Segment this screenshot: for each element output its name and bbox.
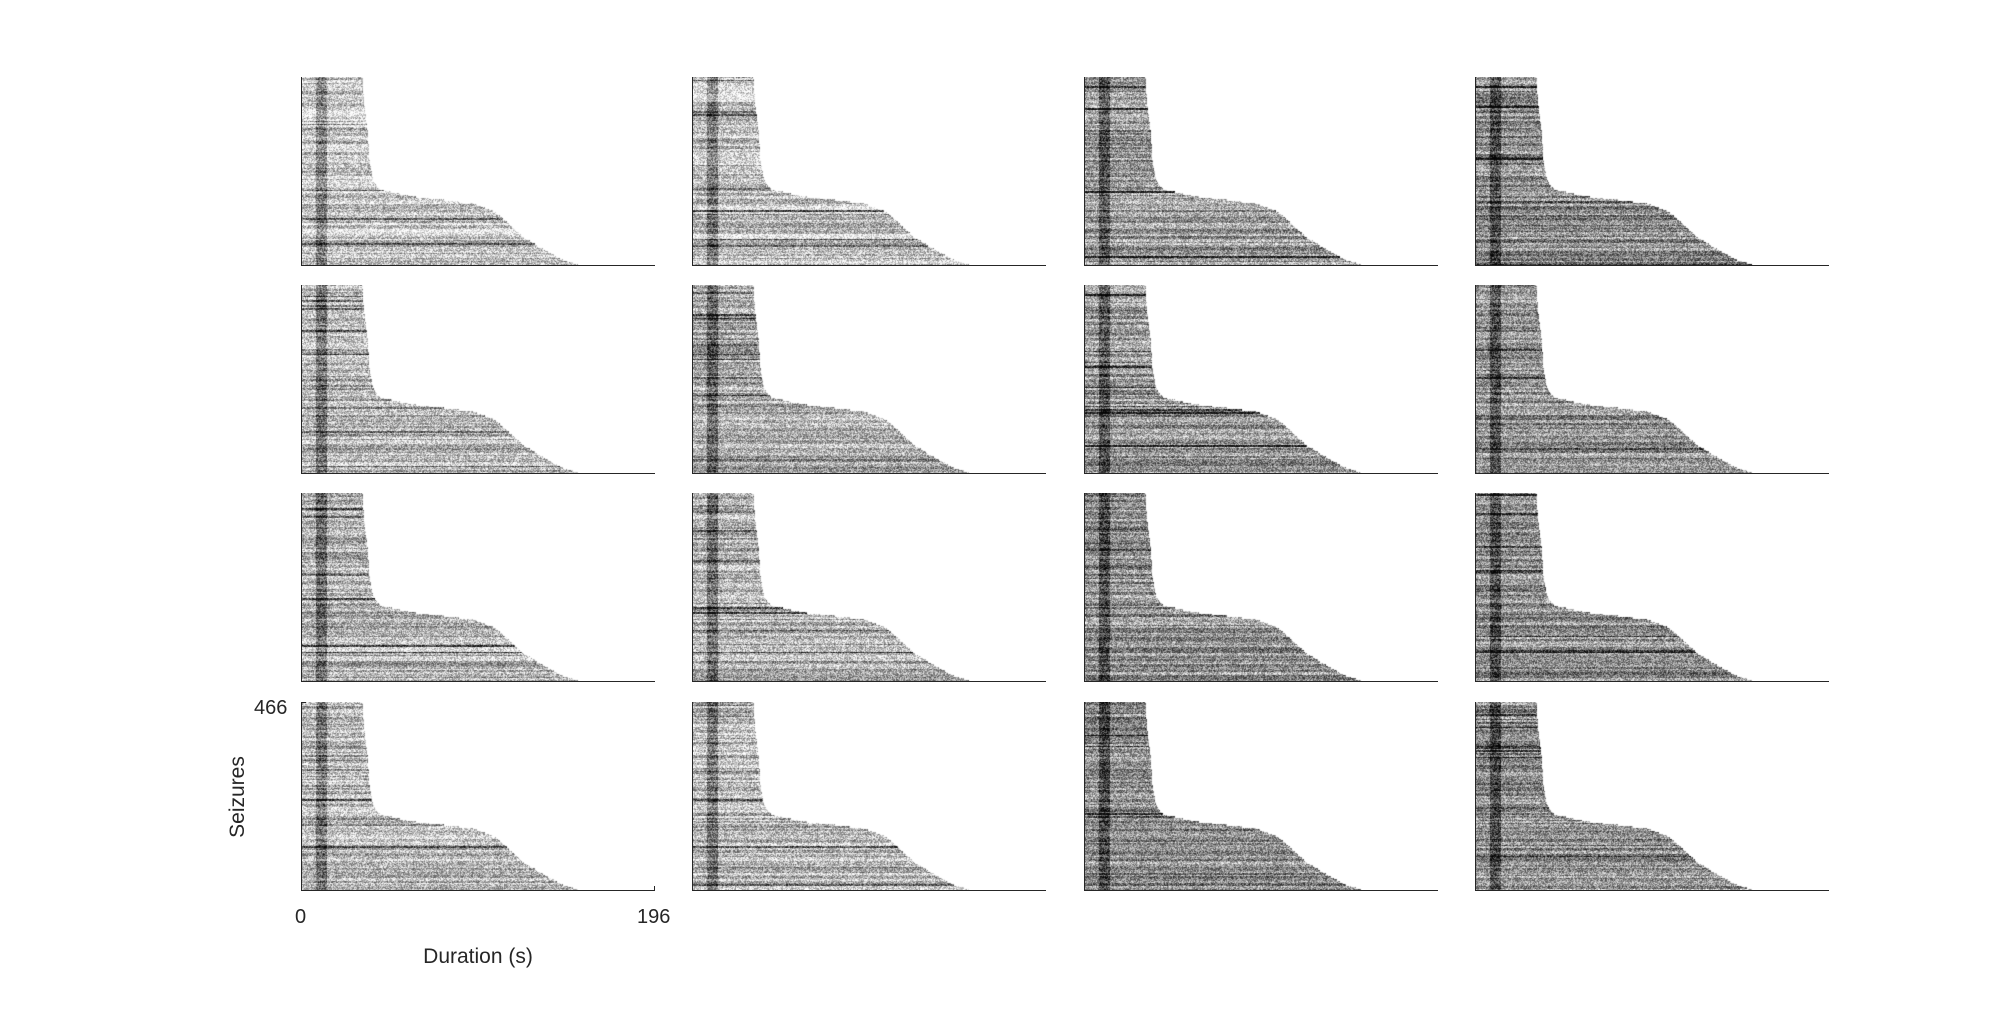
x-axis-line: [692, 890, 1046, 891]
y-axis-line: [301, 285, 302, 474]
y-axis-line: [1084, 702, 1085, 891]
x-axis-line: [1475, 473, 1829, 474]
y-axis-line: [1084, 493, 1085, 682]
y-axis-line: [1084, 77, 1085, 266]
heatmap-panel-r3-c3: [1084, 493, 1438, 682]
y-axis-line: [692, 493, 693, 682]
heatmap-image: [1084, 285, 1438, 474]
heatmap-panel-r1-c2: [692, 77, 1046, 266]
heatmap-panel-r3-c2: [692, 493, 1046, 682]
heatmap-image: [1084, 493, 1438, 682]
heatmap-image: [1475, 493, 1829, 682]
heatmap-panel-r4-c2: [692, 702, 1046, 891]
x-axis-line: [1084, 265, 1438, 266]
x-axis-line: [1084, 473, 1438, 474]
x-axis-label: Duration (s): [423, 945, 533, 968]
x-axis-line: [1084, 681, 1438, 682]
y-axis-line: [692, 702, 693, 891]
heatmap-image: [692, 493, 1046, 682]
y-axis-line: [692, 285, 693, 474]
heatmap-image: [301, 285, 655, 474]
x-tick-mark-196: [654, 886, 655, 891]
heatmap-panel-r4-c1: [301, 702, 655, 891]
x-axis-line: [301, 265, 655, 266]
y-axis-label: Seizures: [226, 756, 249, 838]
heatmap-image: [1084, 702, 1438, 891]
heatmap-panel-r2-c4: [1475, 285, 1829, 474]
x-axis-line: [301, 473, 655, 474]
heatmap-panel-r2-c2: [692, 285, 1046, 474]
heatmap-image: [1475, 77, 1829, 266]
heatmap-panel-r4-c3: [1084, 702, 1438, 891]
y-axis-line: [301, 702, 302, 891]
y-tick-mark-466: [301, 702, 306, 703]
x-tick-0: 0: [295, 906, 307, 928]
x-axis-line: [301, 681, 655, 682]
heatmap-image: [692, 77, 1046, 266]
heatmap-panel-r1-c1: [301, 77, 655, 266]
heatmap-panel-r3-c1: [301, 493, 655, 682]
x-tick-196: 196: [637, 906, 671, 928]
y-axis-line: [1475, 285, 1476, 474]
y-axis-line: [1475, 493, 1476, 682]
heatmap-image: [301, 493, 655, 682]
x-axis-line: [1084, 890, 1438, 891]
heatmap-image: [301, 77, 655, 266]
x-axis-line: [692, 265, 1046, 266]
heatmap-panel-r4-c4: [1475, 702, 1829, 891]
y-axis-line: [692, 77, 693, 266]
heatmap-image: [1475, 285, 1829, 474]
x-axis-line: [1475, 265, 1829, 266]
x-axis-line: [692, 473, 1046, 474]
y-axis-line: [1084, 285, 1085, 474]
y-axis-line: [301, 493, 302, 682]
heatmap-panel-r1-c4: [1475, 77, 1829, 266]
heatmap-image: [1475, 702, 1829, 891]
y-axis-line: [1475, 702, 1476, 891]
heatmap-image: [301, 702, 655, 891]
heatmap-image: [1084, 77, 1438, 266]
x-axis-line: [1475, 890, 1829, 891]
heatmap-panel-r3-c4: [1475, 493, 1829, 682]
heatmap-panel-r2-c1: [301, 285, 655, 474]
y-tick-466: 466: [254, 697, 288, 719]
heatmap-image: [692, 285, 1046, 474]
heatmap-panel-r2-c3: [1084, 285, 1438, 474]
x-axis-line: [692, 681, 1046, 682]
heatmap-image: [692, 702, 1046, 891]
y-axis-line: [301, 77, 302, 266]
x-axis-line: [1475, 681, 1829, 682]
x-axis-line: [301, 890, 655, 891]
heatmap-panel-r1-c3: [1084, 77, 1438, 266]
y-axis-line: [1475, 77, 1476, 266]
